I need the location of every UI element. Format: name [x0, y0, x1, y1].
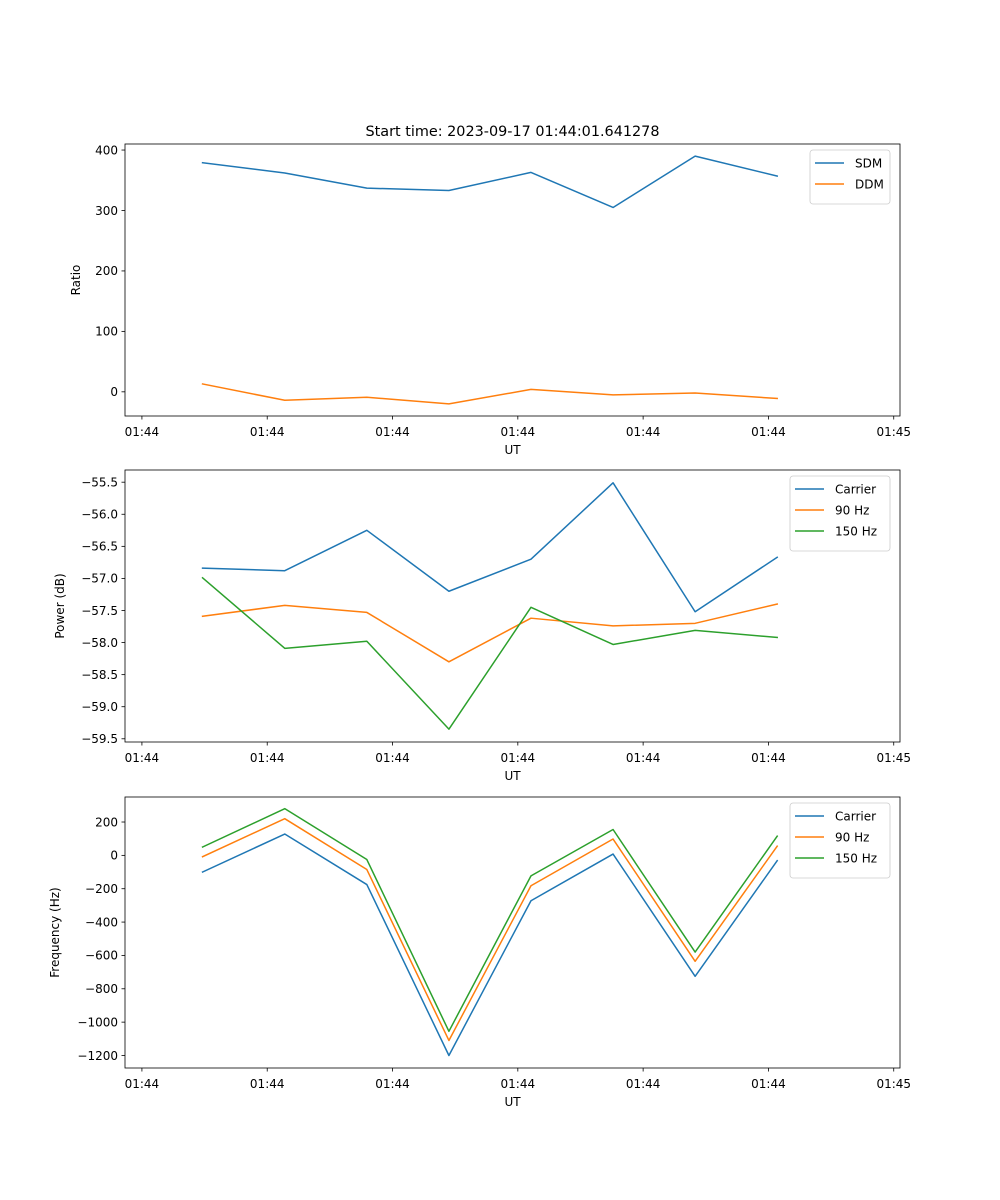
y-axis-label: Frequency (Hz)	[48, 887, 62, 978]
axes-frame	[124, 143, 901, 417]
series-line-90-hz	[201, 817, 779, 1042]
legend-label: Carrier	[835, 482, 876, 496]
y-tick-label: −58.5	[81, 668, 118, 682]
legend-label: SDM	[855, 156, 882, 170]
x-tick-label: 01:44	[626, 1077, 661, 1091]
x-tick-label: 01:44	[375, 751, 410, 765]
ratio-panel: 01:44 01:44 01:44 01:44 01:44 01:44 01:45 0 100 2…	[69, 143, 911, 457]
x-tick-label: 01:44	[125, 751, 160, 765]
figure-title: Start time: 2023-09-17 01:44:01.641278	[365, 124, 659, 140]
series-line-150-hz	[201, 807, 779, 1033]
y-tick-label: −600	[85, 949, 118, 963]
y-tick-label: −57.5	[81, 604, 118, 618]
x-tick-label: 01:44	[501, 425, 536, 439]
x-tick-label: 01:44	[125, 1077, 160, 1091]
series-line-carrier	[201, 482, 779, 613]
power-panel: 01:44 01:44 01:44 01:44 01:44 01:44 01:45 −55.5…	[53, 469, 911, 783]
x-axis-label: UT	[504, 1095, 521, 1109]
y-tick-label: −55.5	[81, 475, 118, 489]
x-axis-label: UT	[504, 769, 521, 783]
x-tick-label: 01:44	[751, 751, 786, 765]
legend-label: 90 Hz	[835, 503, 869, 517]
legend: SDM DDM	[809, 149, 891, 205]
y-tick-label: 300	[95, 204, 118, 218]
series-line-sdm	[201, 155, 779, 209]
series-line-150-hz	[201, 576, 779, 730]
legend-label: Carrier	[835, 809, 876, 823]
x-tick-label: 01:44	[626, 751, 661, 765]
x-tick-label: 01:44	[751, 1077, 786, 1091]
y-tick-label: 200	[95, 264, 118, 278]
y-axis-label: Ratio	[69, 265, 83, 296]
y-tick-label: −56.0	[81, 508, 118, 522]
x-tick-label: 01:44	[375, 1077, 410, 1091]
x-tick-label: 01:45	[876, 751, 911, 765]
y-tick-label: −57.0	[81, 572, 118, 586]
y-tick-label: −800	[85, 982, 118, 996]
legend-label: 150 Hz	[835, 524, 877, 538]
y-tick-label: 0	[110, 849, 118, 863]
x-tick-label: 01:45	[876, 425, 911, 439]
legend-label: DDM	[855, 177, 884, 191]
x-tick-label: 01:44	[626, 425, 661, 439]
y-tick-label: −56.5	[81, 540, 118, 554]
series-line-ddm	[201, 383, 778, 405]
axes-frame	[124, 796, 901, 1069]
y-tick-label: −1000	[77, 1015, 118, 1029]
x-tick-label: 01:44	[375, 425, 410, 439]
x-tick-label: 01:44	[501, 751, 536, 765]
x-tick-label: 01:44	[250, 751, 285, 765]
legend-label: 90 Hz	[835, 830, 869, 844]
x-axis-label: UT	[504, 443, 521, 457]
y-tick-label: −400	[85, 915, 118, 929]
x-tick-label: 01:44	[501, 1077, 536, 1091]
y-tick-label: −200	[85, 882, 118, 896]
legend-label: 150 Hz	[835, 851, 877, 865]
y-axis-label: Power (dB)	[53, 573, 67, 638]
series-line-90-hz	[201, 603, 779, 663]
axes-frame	[124, 469, 901, 743]
legend: Carrier 90 Hz 150 Hz	[789, 802, 891, 879]
y-tick-label: 0	[110, 385, 118, 399]
x-tick-label: 01:44	[250, 425, 285, 439]
y-tick-label: 200	[95, 815, 118, 829]
legend-box	[789, 802, 891, 879]
y-tick-label: 400	[95, 143, 118, 157]
x-tick-label: 01:44	[751, 425, 786, 439]
y-tick-label: 100	[95, 325, 118, 339]
x-tick-label: 01:44	[125, 425, 160, 439]
y-tick-label: −59.0	[81, 700, 118, 714]
x-tick-label: 01:44	[250, 1077, 285, 1091]
y-tick-label: −59.5	[81, 732, 118, 746]
legend: Carrier 90 Hz 150 Hz	[789, 475, 891, 552]
series-line-carrier	[201, 833, 779, 1057]
frequency-panel: 01:44 01:44 01:44 01:44 01:44 01:44 01:45 200 0 −…	[48, 796, 911, 1109]
legend-box	[789, 475, 891, 552]
y-tick-label: −1200	[77, 1049, 118, 1063]
x-tick-label: 01:45	[876, 1077, 911, 1091]
y-tick-label: −58.0	[81, 636, 118, 650]
